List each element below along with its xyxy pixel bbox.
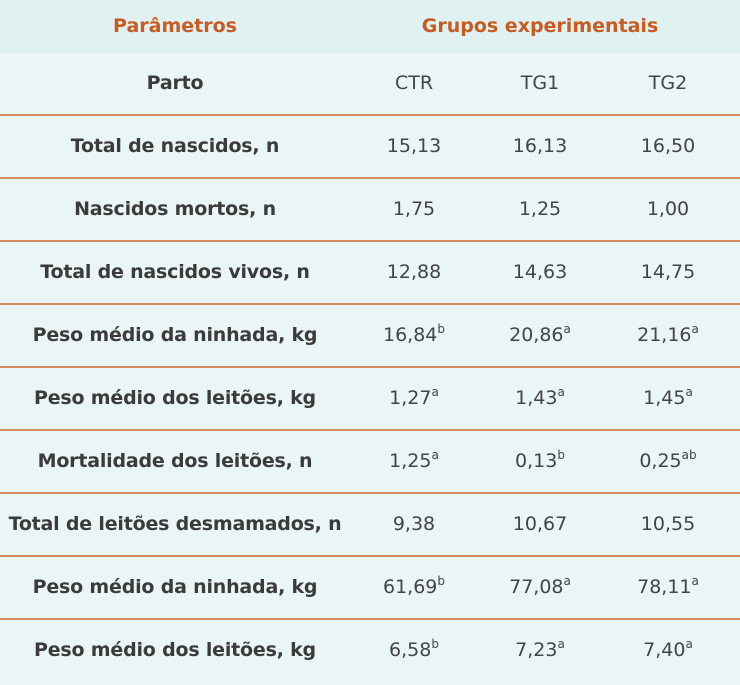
row-label: Peso médio dos leitões, kg [34,387,316,409]
value-cell: 15,13 [350,116,478,177]
value-cell: 1,27a [350,368,478,429]
value-cell: 1,45a [604,368,732,429]
value-cell: 10,55 [604,494,732,555]
row-label: Total de nascidos vivos, n [40,261,310,283]
value: 16,13 [512,135,568,157]
row-label: Nascidos mortos, n [74,198,276,220]
value: 21,16 [637,324,692,346]
value: 1,25 [518,198,562,220]
header-parameters: Parâmetros [113,15,237,37]
value: 7,23 [515,639,558,661]
value-cell: 20,86a [476,305,604,366]
header-groups: Grupos experimentais [421,15,659,37]
value: 7,40 [643,639,686,661]
table-row: Total de nascidos, n 15,13 16,13 16,50 [0,116,740,179]
table-row: Total de leitões desmamados, n 9,38 10,67 1… [0,494,740,557]
significance-letter: b [437,322,446,336]
row-label: Peso médio da ninhada, kg [32,324,318,346]
significance-letter: a [557,385,565,399]
value-cell: 1,25 [476,179,604,240]
value-cell: 1,00 [604,179,732,240]
column-header-row: Parto CTR TG1 TG2 [0,53,740,116]
value: 0,25 [639,450,682,472]
value: 1,45 [643,387,686,409]
value-cell: 61,69b [350,557,478,618]
value-cell: 6,58b [350,620,478,681]
value-cell: 7,23a [476,620,604,681]
significance-letter: a [685,385,693,399]
column-header: TG2 [648,72,688,94]
row-label: Peso médio dos leitões, kg [34,639,316,661]
value-cell: 78,11a [604,557,732,618]
value: 15,13 [386,135,442,157]
value: 10,67 [512,513,568,535]
table-row: Mortalidade dos leitões, n 1,25a 0,13b 0,25… [0,431,740,494]
value-cell: 9,38 [350,494,478,555]
table-header: Parâmetros Grupos experimentais [0,0,740,53]
value-cell: 0,13b [476,431,604,492]
value-cell: 1,43a [476,368,604,429]
value-cell: 1,25a [350,431,478,492]
value-cell: 16,84b [350,305,478,366]
value: 9,38 [392,513,436,535]
value: 14,75 [640,261,696,283]
significance-letter: a [691,322,699,336]
row-label: Mortalidade dos leitões, n [37,450,313,472]
value-cell: 14,63 [476,242,604,303]
column-header: TG1 [520,72,560,94]
value: 1,43 [515,387,558,409]
value-cell: 21,16a [604,305,732,366]
value: 16,50 [640,135,696,157]
value: 1,27 [389,387,432,409]
value-cell: 16,13 [476,116,604,177]
value: 78,11 [637,576,692,598]
value: 12,88 [386,261,442,283]
significance-letter: a [691,574,699,588]
table-row: Peso médio dos leitões, kg 1,27a 1,43a 1,45… [0,368,740,431]
value: 20,86 [509,324,564,346]
significance-letter: a [431,448,439,462]
column-header: CTR [394,72,434,94]
table-row: Nascidos mortos, n 1,75 1,25 1,00 [0,179,740,242]
value: 10,55 [640,513,696,535]
value-cell: 16,50 [604,116,732,177]
significance-letter: a [557,637,565,651]
value-cell: 14,75 [604,242,732,303]
value: 6,58 [389,639,432,661]
value: 0,13 [515,450,558,472]
value-cell: 1,75 [350,179,478,240]
value-cell: 12,88 [350,242,478,303]
significance-letter: b [431,637,439,651]
row-label: Peso médio da ninhada, kg [32,576,318,598]
significance-letter: b [437,574,446,588]
significance-letter: b [557,448,565,462]
value: 1,25 [389,450,432,472]
value-cell: 7,40a [604,620,732,681]
value: 1,00 [646,198,690,220]
table-row: Total de nascidos vivos, n 12,88 14,63 14,7… [0,242,740,305]
table-row: Peso médio dos leitões, kg 6,58b 7,23a 7,40… [0,620,740,683]
row-label: Total de nascidos, n [70,135,280,157]
table-row: Peso médio da ninhada, kg 61,69b 77,08a 78,… [0,557,740,620]
value-cell: 0,25ab [604,431,732,492]
table-row: Peso médio da ninhada, kg 16,84b 20,86a 21,… [0,305,740,368]
significance-letter: a [563,574,571,588]
value: 77,08 [509,576,564,598]
value-cell: 77,08a [476,557,604,618]
value: 1,75 [392,198,436,220]
value: 61,69 [382,576,438,598]
significance-letter: a [685,637,693,651]
value-cell: 10,67 [476,494,604,555]
value: 14,63 [512,261,568,283]
row-label: Total de leitões desmamados, n [8,513,342,535]
significance-letter: a [563,322,571,336]
significance-letter: ab [681,448,697,462]
significance-letter: a [431,385,439,399]
column-header: Parto [146,72,204,94]
value: 16,84 [382,324,438,346]
